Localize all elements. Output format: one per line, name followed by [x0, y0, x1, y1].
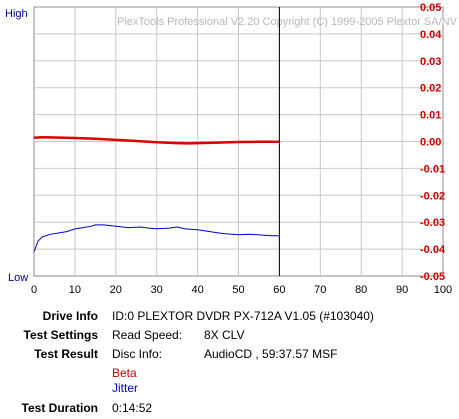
x-axis-ticks: 0 10 20 30 40 50 60 70 80 90 100: [31, 284, 452, 296]
right-tick-label: -0.05: [420, 271, 445, 283]
left-axis-low-label: Low: [8, 272, 28, 284]
right-tick-label: -0.02: [420, 190, 445, 202]
right-tick-label: 0.00: [420, 137, 441, 149]
x-tick-label: 50: [232, 284, 244, 296]
x-tick-label: 70: [314, 284, 326, 296]
test-result-row: Test Result Disc Info: AudioCD , 59:37.5…: [0, 347, 459, 363]
right-axis-ticks: 0.05 0.04 0.03 0.02 0.01 0.00 -0.01 -0.02 -0.03 -…: [420, 2, 446, 283]
chart-area: PlexTools Professional V2.20 Copyright (…: [5, 2, 458, 296]
x-tick-label: 10: [69, 284, 81, 296]
x-tick-label: 60: [273, 284, 285, 296]
chart-watermark: PlexTools Professional V2.20 Copyright (…: [117, 16, 458, 28]
x-tick-label: 30: [151, 284, 163, 296]
drive-info-label: Drive Info: [42, 309, 98, 323]
legend-beta: Beta: [112, 366, 137, 380]
test-settings-row: Test Settings Read Speed: 8X CLV: [0, 328, 459, 344]
drive-info-row: Drive Info ID:0 PLEXTOR DVDR PX-712A V1.…: [0, 309, 459, 325]
x-tick-label: 80: [355, 284, 367, 296]
series-beta-line: [33, 135, 280, 145]
drive-info-value: ID:0 PLEXTOR DVDR PX-712A V1.05 (#103040…: [112, 309, 374, 323]
series-jitter-line: [33, 224, 280, 252]
test-result-label: Test Result: [34, 347, 98, 361]
right-tick-label: 0.04: [420, 29, 442, 41]
left-axis-high-label: High: [5, 8, 28, 20]
test-duration-value: 0:14:52: [112, 401, 153, 415]
disc-info-value: AudioCD , 59:37.57 MSF: [204, 347, 338, 361]
series-layer: [33, 135, 280, 252]
right-tick-label: 0.02: [420, 83, 441, 95]
read-speed-key: Read Speed:: [112, 328, 183, 342]
right-tick-label: -0.01: [420, 163, 445, 175]
test-duration-row: Test Duration 0:14:52: [0, 401, 459, 417]
x-tick-label: 90: [396, 284, 408, 296]
x-tick-label: 20: [110, 284, 122, 296]
right-tick-label: -0.03: [420, 217, 445, 229]
right-tick-label: -0.04: [420, 244, 446, 256]
right-tick-label: 0.05: [420, 2, 441, 14]
x-tick-label: 40: [191, 284, 203, 296]
x-tick-label: 0: [31, 284, 37, 296]
read-speed-value: 8X CLV: [204, 328, 245, 342]
x-tick-label: 100: [434, 284, 452, 296]
test-duration-label: Test Duration: [21, 401, 98, 415]
legend-jitter: Jitter: [112, 381, 139, 395]
right-tick-label: 0.03: [420, 56, 441, 68]
right-tick-label: 0.01: [420, 110, 441, 122]
test-settings-label: Test Settings: [23, 328, 98, 342]
disc-info-key: Disc Info:: [112, 347, 163, 361]
